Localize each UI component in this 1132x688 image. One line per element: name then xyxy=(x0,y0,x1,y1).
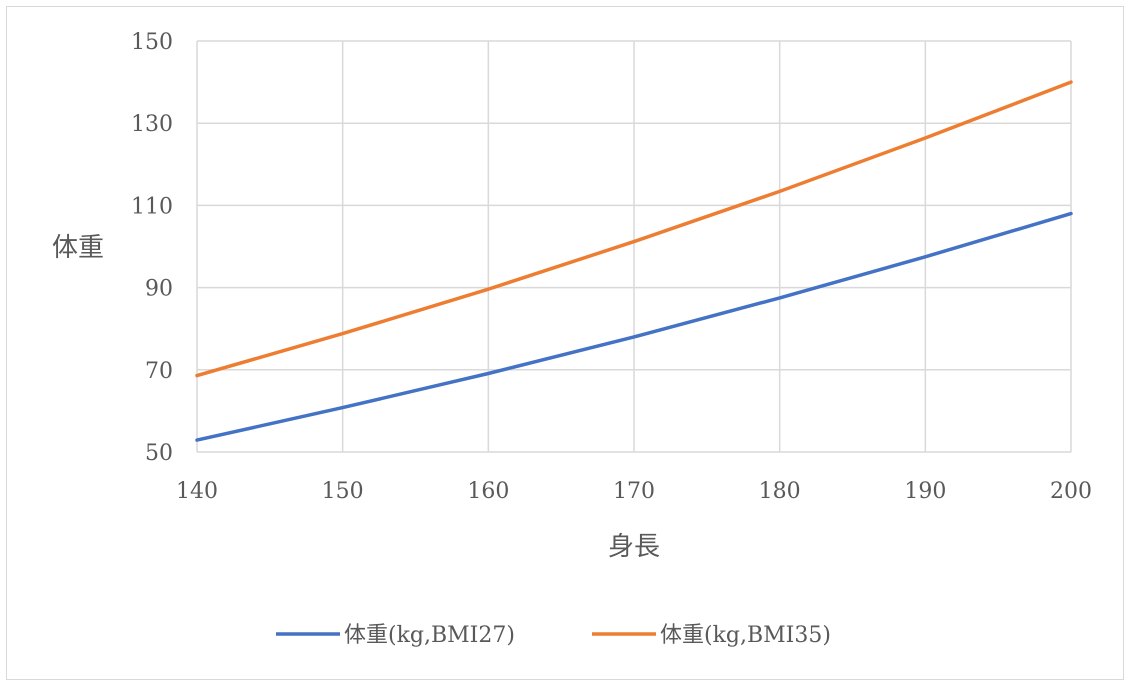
y-axis-ticks: 50 70 90 110 130 150 xyxy=(131,30,173,466)
x-tick-label: 190 xyxy=(904,479,946,504)
series-lines xyxy=(195,80,1073,442)
grid-lines xyxy=(196,40,1072,453)
y-tick-label: 50 xyxy=(145,441,173,466)
legend-label-1: 体重(kg,BMI27) xyxy=(344,623,515,648)
x-axis-title: 身長 xyxy=(608,532,660,562)
x-tick-label: 140 xyxy=(176,479,218,504)
legend: 体重(kg,BMI27) 体重(kg,BMI35) xyxy=(276,623,831,648)
y-tick-label: 70 xyxy=(145,359,173,384)
x-tick-label: 200 xyxy=(1050,479,1092,504)
y-tick-label: 130 xyxy=(131,112,173,137)
x-tick-label: 150 xyxy=(322,479,364,504)
y-tick-label: 150 xyxy=(131,30,173,55)
y-axis-title: 体重 xyxy=(52,233,104,263)
x-tick-label: 180 xyxy=(759,479,801,504)
series-line-2 xyxy=(195,80,1073,378)
y-tick-label: 110 xyxy=(131,194,173,219)
x-tick-label: 160 xyxy=(467,479,509,504)
series-line-1 xyxy=(195,211,1073,442)
chart-frame xyxy=(6,6,1124,680)
x-tick-label: 170 xyxy=(613,479,655,504)
y-tick-label: 90 xyxy=(145,277,173,302)
x-axis-ticks: 140 150 160 170 180 190 200 xyxy=(176,479,1092,504)
legend-label-2: 体重(kg,BMI35) xyxy=(660,623,831,648)
